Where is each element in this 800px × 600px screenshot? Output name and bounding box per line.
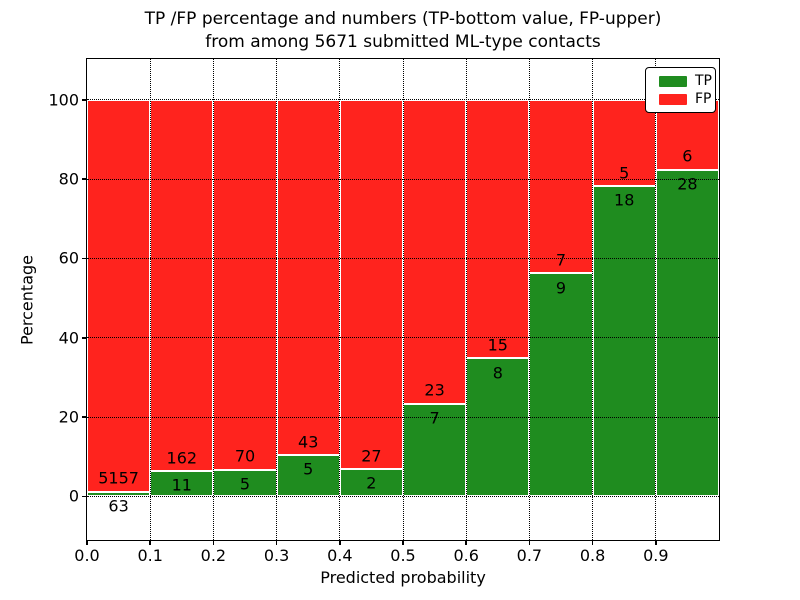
tp-bar-segment [213,469,277,497]
tp-count-label: 8 [492,363,503,383]
horizontal-gridline [87,99,719,101]
fp-bar-segment [150,99,214,472]
legend-item-tp: TP [659,74,715,88]
y-tick-mark [81,99,86,101]
x-tick-mark [591,541,594,545]
tp-count-label: 63 [108,496,129,516]
x-tick-label: 0.7 [516,546,543,565]
vertical-gridline [592,59,594,540]
x-tick-mark [275,541,278,545]
fp-bar-segment [339,99,403,470]
tp-bar-segment [592,186,656,497]
chart-title-line2: from among 5671 submitted ML-type contac… [205,32,601,52]
fp-count-label: 27 [361,446,382,466]
tp-bar-segment [529,273,593,497]
legend-label: FP [695,91,712,107]
tp-bar-segment [150,471,214,497]
y-tick-mark [81,257,86,260]
x-tick-label: 0.6 [453,546,479,565]
tp-count-label: 2 [366,473,377,493]
tp-bar-segment [403,403,467,497]
horizontal-gridline [87,257,719,259]
tp-count-label: 11 [171,475,192,495]
horizontal-gridline [87,416,719,418]
fp-count-label: 162 [166,448,198,468]
tp-count-label: 7 [429,408,440,428]
x-tick-mark [655,541,657,545]
fp-count-label: 15 [487,335,508,355]
y-tick-label: 20 [58,407,79,427]
fp-count-label: 43 [298,432,319,452]
fp-count-label: 7 [555,250,567,270]
x-tick-label: 0.0 [74,546,100,565]
x-tick-mark [86,541,88,545]
tp-bar-segment [339,469,403,497]
y-tick-label: 60 [58,248,79,268]
fp-count-label: 5 [619,163,630,183]
x-tick-label: 0.5 [390,546,416,565]
y-tick-mark [81,416,86,418]
y-tick-label: 40 [58,328,79,348]
fp-count-label: 23 [424,380,445,400]
vertical-gridline [276,59,278,540]
vertical-gridline [339,59,341,540]
fp-bar-segment [276,99,340,456]
chart-title-line1: TP /FP percentage and numbers (TP-bottom… [144,9,662,29]
legend: TP FP [645,67,716,113]
y-tick-label: 100 [48,90,79,110]
tp-bar-segment [276,455,340,497]
x-tick-mark [339,541,341,545]
fp-swatch-icon [659,93,687,105]
x-tick-mark [149,541,151,545]
tp-count-label: 5 [303,459,314,479]
legend-label: TP [695,73,712,89]
fp-bar-segment [529,99,593,274]
tp-count-label: 28 [677,174,698,194]
vertical-gridline [528,59,530,540]
vertical-gridline [212,59,214,540]
x-tick-label: 0.4 [327,546,353,565]
tp-count-label: 5 [239,474,251,494]
x-tick-label: 0.9 [643,546,669,565]
tp-bar-segment [466,358,530,497]
y-tick-mark [81,495,86,498]
fp-bar-segment [403,99,467,404]
fp-count-label: 70 [234,446,256,466]
x-tick-mark [528,541,531,545]
vertical-gridline [402,59,404,540]
x-tick-mark [465,541,467,545]
x-tick-mark [212,541,215,545]
horizontal-gridline [87,337,719,339]
y-tick-mark [81,337,86,339]
fp-bar-segment [87,99,151,492]
tp-bar-segment [655,169,719,497]
x-tick-mark [402,541,404,545]
fp-bar-segment [466,99,530,359]
fp-bar-segment [592,99,656,187]
x-tick-label: 0.3 [263,546,290,565]
horizontal-gridline [87,178,719,180]
fp-count-label: 6 [682,146,693,166]
vertical-gridline [465,59,467,540]
fp-count-label: 5157 [98,468,139,488]
legend-item-fp: FP [659,92,715,106]
y-tick-label: 0 [68,486,79,506]
tp-swatch-icon [659,75,687,87]
tp-count-label: 9 [555,278,567,298]
vertical-gridline [655,59,657,540]
x-tick-label: 0.2 [200,546,227,565]
horizontal-gridline [87,495,719,497]
x-tick-label: 0.1 [137,546,163,565]
y-tick-mark [81,178,86,180]
x-axis-label: Predicted probability [320,568,486,587]
tp-count-label: 18 [614,190,635,210]
vertical-gridline [149,59,151,540]
y-tick-label: 80 [58,169,79,189]
fp-bar-segment [213,99,277,470]
x-tick-label: 0.8 [579,546,606,565]
